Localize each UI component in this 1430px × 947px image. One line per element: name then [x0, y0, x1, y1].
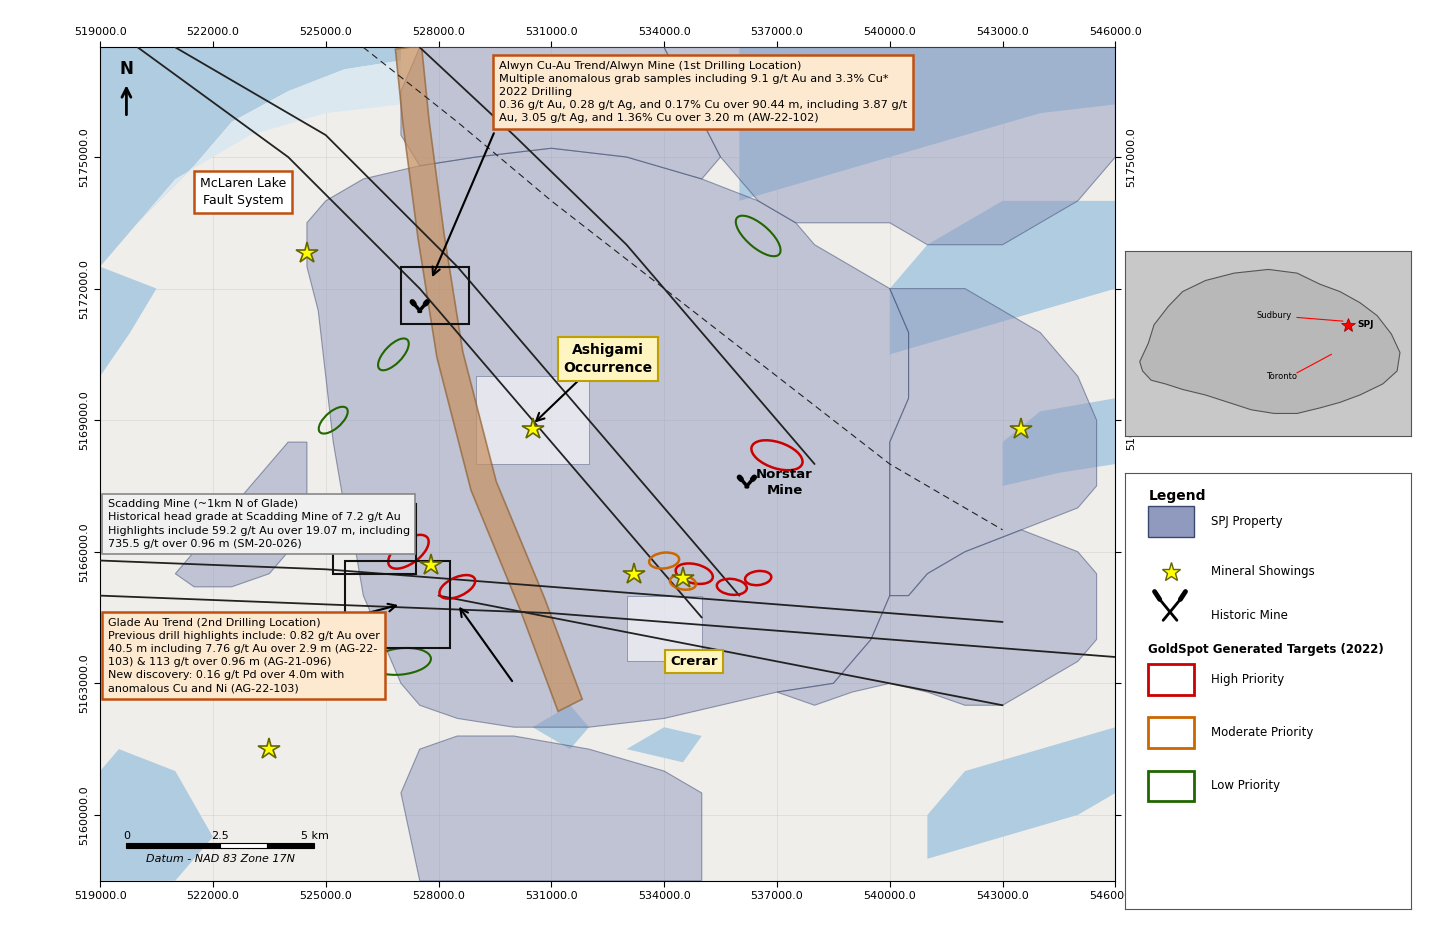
Polygon shape: [100, 749, 213, 881]
Text: 2.5: 2.5: [212, 831, 229, 842]
Text: SPJ: SPJ: [1357, 320, 1374, 330]
Text: Sudbury: Sudbury: [1256, 311, 1291, 320]
Text: Low Priority: Low Priority: [1211, 779, 1280, 793]
Polygon shape: [100, 47, 400, 267]
Polygon shape: [100, 47, 1115, 881]
Polygon shape: [400, 47, 721, 179]
Bar: [1148, 718, 1194, 748]
Text: Scadding Mine (~1km N of Glade)
Historical head grade at Scadding Mine of 7.2 g/: Scadding Mine (~1km N of Glade) Historic…: [107, 499, 410, 548]
Text: Toronto: Toronto: [1266, 372, 1297, 381]
Polygon shape: [1140, 269, 1400, 414]
Text: Legend: Legend: [1148, 489, 1205, 503]
Polygon shape: [626, 727, 702, 762]
Bar: [626, 596, 702, 661]
Bar: [333, 504, 416, 574]
Polygon shape: [776, 529, 1097, 706]
Polygon shape: [137, 61, 400, 223]
Text: High Priority: High Priority: [1211, 672, 1284, 686]
Text: Historic Mine: Historic Mine: [1211, 609, 1288, 621]
Polygon shape: [664, 47, 1115, 244]
Polygon shape: [1002, 399, 1115, 486]
Bar: [345, 561, 450, 649]
Text: Alwyn Cu-Au Trend/Alwyn Mine (1st Drilling Location)
Multiple anomalous grab sam: Alwyn Cu-Au Trend/Alwyn Mine (1st Drilli…: [499, 61, 907, 123]
Text: GoldSpot Generated Targets (2022): GoldSpot Generated Targets (2022): [1148, 643, 1384, 656]
Text: N: N: [120, 60, 133, 78]
Text: 5 km: 5 km: [300, 831, 329, 842]
Bar: [126, 843, 220, 849]
Polygon shape: [889, 289, 1097, 596]
Text: SPJ Property: SPJ Property: [1211, 515, 1283, 527]
Polygon shape: [739, 47, 1115, 201]
Polygon shape: [532, 706, 589, 749]
Bar: [1148, 664, 1194, 695]
Bar: [267, 843, 315, 849]
Text: Norstar
Mine: Norstar Mine: [756, 469, 812, 497]
Text: 0: 0: [123, 831, 130, 842]
Polygon shape: [395, 45, 582, 711]
Text: Moderate Priority: Moderate Priority: [1211, 726, 1314, 740]
Text: Glade Au Trend (2nd Drilling Location)
Previous drill highlights include: 0.82 g: Glade Au Trend (2nd Drilling Location) P…: [107, 617, 379, 693]
Text: Datum - NAD 83 Zone 17N: Datum - NAD 83 Zone 17N: [146, 853, 295, 864]
Polygon shape: [889, 201, 1115, 354]
Text: Crerar: Crerar: [671, 655, 718, 668]
Polygon shape: [400, 736, 702, 881]
Text: McLaren Lake
Fault System: McLaren Lake Fault System: [200, 177, 286, 207]
Bar: [1148, 506, 1194, 537]
Bar: [1148, 771, 1194, 801]
Bar: [400, 267, 469, 324]
Polygon shape: [176, 442, 307, 587]
Polygon shape: [100, 267, 156, 376]
Bar: [476, 376, 589, 464]
Text: Ashigami
Occurrence: Ashigami Occurrence: [563, 343, 652, 375]
Polygon shape: [307, 149, 908, 727]
Text: Mineral Showings: Mineral Showings: [1211, 565, 1316, 578]
Polygon shape: [928, 727, 1115, 859]
Bar: [220, 843, 267, 849]
